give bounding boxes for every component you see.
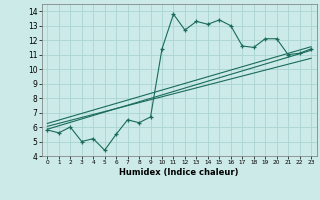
X-axis label: Humidex (Indice chaleur): Humidex (Indice chaleur): [119, 168, 239, 177]
